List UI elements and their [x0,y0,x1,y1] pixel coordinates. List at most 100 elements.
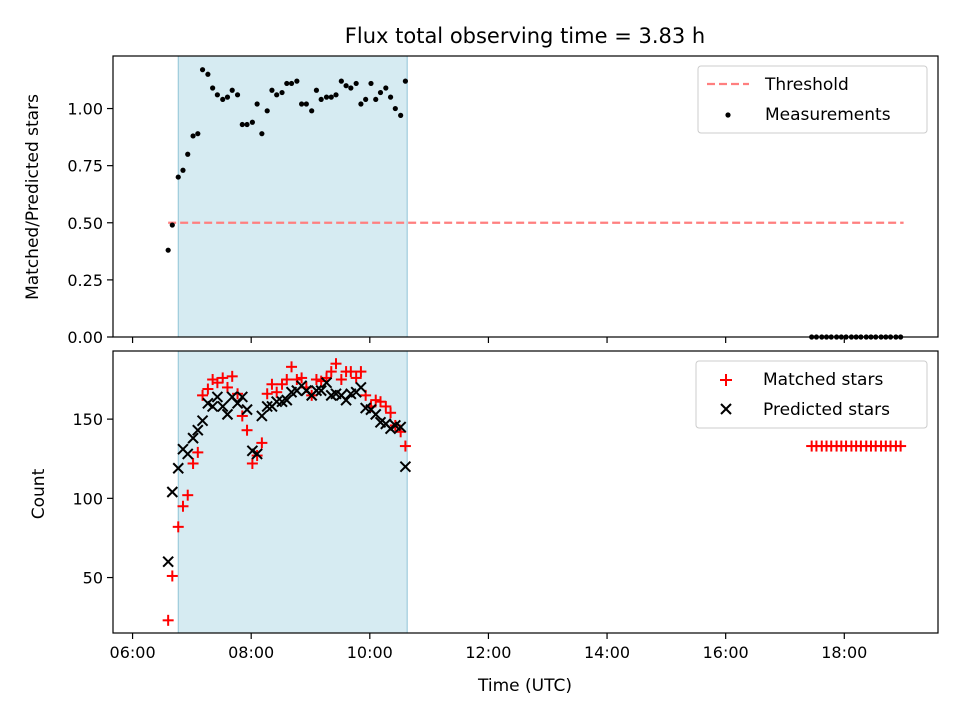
predicted-star-point [182,448,194,460]
measurement-point [264,108,270,114]
measurement-point [323,94,330,100]
measurement-point [190,133,196,139]
measurement-point [377,89,384,96]
predicted-star-stroke [374,416,387,428]
shaded-span-rect [177,55,408,338]
ratio-panel: 0.00 0.25 0.50 0.75 1.00 Matched/Predicted s… [23,55,939,347]
measurement-point [402,78,408,84]
predicted-star-point [211,391,224,403]
y-tick-label: 0.75 [67,157,103,176]
x-axis-label: Time (UTC) [477,676,572,696]
measurement-point [244,121,250,128]
predicted-star-point [166,486,179,498]
predicted-star-stroke [394,421,407,433]
matched-star-point [232,388,244,400]
predicted-star-stroke [310,384,323,397]
ratio-panel-y-axis: 0.00 0.25 0.50 0.75 1.00 [67,100,113,347]
measurement-point [214,92,220,98]
matched-star-point [211,377,223,389]
matched-star-point [281,374,293,386]
predicted-star-stroke [261,400,273,413]
ratio-panel-y-label: Matched/Predicted stars [23,94,43,300]
legend-measurements-swatch [725,112,731,118]
predicted-star-stroke [211,391,224,403]
predicted-star-point [192,424,204,436]
matched-star-point [276,378,288,390]
predicted-star-stroke [172,462,184,474]
measurement-point [229,87,235,93]
predicted-star-stroke [330,388,342,400]
matched-star-point [256,437,268,449]
y-tick-label: 0.00 [67,328,103,347]
count-panel-x-axis: 06:00 08:00 10:00 12:00 14:00 16:00 18:00 [110,633,867,662]
matched-star-point [350,372,362,384]
x-tick-label: 10:00 [347,643,393,662]
predicted-star-point [370,408,382,421]
predicted-star-point [320,376,333,389]
count-panel-legend: Matched stars Predicted stars [695,360,928,429]
matched-star-point [182,489,194,501]
predicted-star-stroke [231,397,244,409]
predicted-star-stroke [182,448,194,460]
predicted-star-stroke [251,448,263,460]
predicted-star-stroke [320,376,333,389]
measurement-point [294,78,300,84]
legend-matched-swatch [720,374,732,386]
predicted-star-point [162,556,174,568]
matched-star-point [291,374,303,386]
measurement-point [343,83,349,89]
matched-star-point [374,396,386,408]
predicted-star-point [310,384,323,397]
measurement-point [353,80,359,87]
matched-star-point [266,378,278,390]
matched-star-point [355,366,367,378]
matched-star-point [271,386,283,398]
matched-star-point [162,614,174,626]
measurement-point [175,174,181,180]
count-panel-y-label: Count [29,468,49,519]
matched-star-point [226,370,238,382]
measurement-point [383,85,389,91]
predicted-star-point [172,462,184,474]
predicted-star-stroke [315,384,327,397]
matched-star-point [895,440,907,452]
legend-box [695,360,928,429]
predicted-star-stroke [192,424,204,436]
matched-star-point [221,381,233,393]
predicted-star-stroke [340,394,352,406]
matched-star-point [325,366,337,378]
ratio-panel-x-ticks [131,337,845,343]
measurement-point [234,92,241,98]
measurement-point [185,151,191,157]
predicted-star-point [355,381,367,394]
predicted-star-stroke [217,400,229,413]
measurement-point [279,89,285,96]
measurement-point [398,112,404,118]
legend-box [697,65,928,134]
matched-star-point [241,424,253,436]
predicted-star-point [241,403,253,416]
matched-star-point [192,446,204,458]
measurement-point [239,121,245,128]
matched-star-point [177,500,189,512]
measurement-point [387,94,394,100]
count-panel-frame [112,350,939,634]
predicted-star-stroke [281,394,293,406]
predicted-star-point [256,410,268,422]
measurement-point [259,131,265,137]
predicted-star-point [236,391,249,403]
legend-measurements-label: Measurements [765,105,891,125]
matched-star-point [246,457,258,469]
predicted-star-stroke [399,460,412,473]
predicted-star-point [221,408,234,421]
measurement-point [348,85,354,91]
predicted-stars-points [162,376,412,568]
legend-predicted-swatch [720,403,732,415]
measurement-point [205,71,211,77]
chart-title: Flux total observing time = 3.83 h [345,24,705,48]
matched-star-point [380,400,392,412]
y-tick-label: 100 [72,489,103,508]
measurement-point [363,96,369,103]
y-tick-label: 150 [72,410,103,429]
measurement-point [358,101,364,107]
